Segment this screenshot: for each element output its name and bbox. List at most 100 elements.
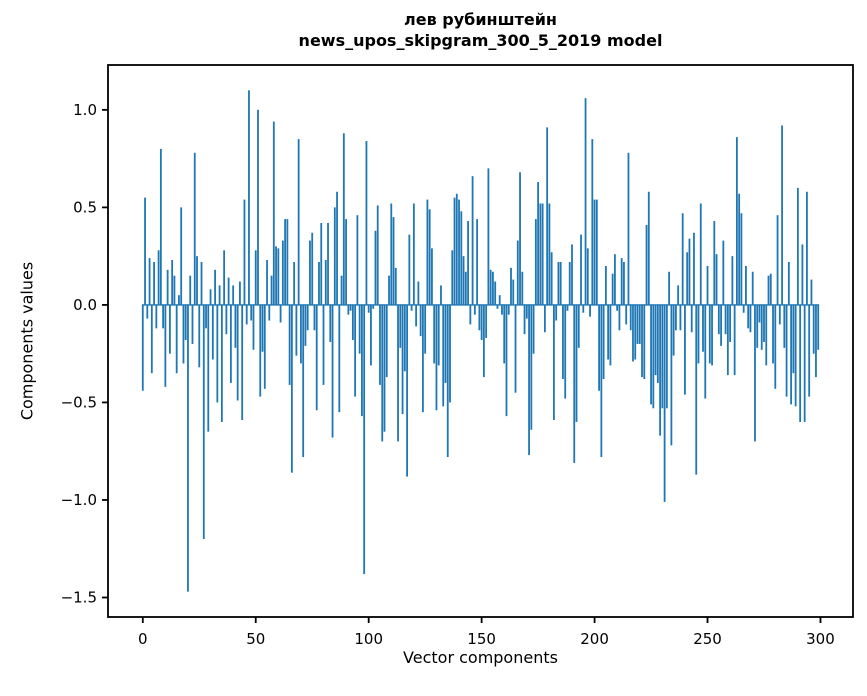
bar <box>787 262 790 305</box>
bar <box>187 304 189 592</box>
bar <box>372 304 375 309</box>
bar <box>555 304 558 321</box>
bar <box>394 267 397 305</box>
bar <box>557 262 560 305</box>
bar <box>410 304 413 311</box>
bar <box>546 127 549 305</box>
bar <box>415 304 418 327</box>
bar <box>726 304 729 376</box>
bar <box>191 304 194 344</box>
bar <box>774 304 777 389</box>
bar <box>315 304 318 411</box>
bar <box>275 246 277 305</box>
bar <box>270 275 273 305</box>
bar <box>652 304 655 409</box>
bar <box>489 269 492 305</box>
bar <box>591 139 594 305</box>
bar <box>785 304 788 397</box>
bar <box>629 304 632 331</box>
x-axis-label: Vector components <box>403 648 558 667</box>
bar <box>568 262 571 305</box>
bar <box>281 240 284 305</box>
bar <box>356 215 359 305</box>
y-tick-label: −1.0 <box>61 491 97 509</box>
bar <box>309 240 311 305</box>
bar <box>313 304 316 331</box>
bar <box>806 191 808 305</box>
bar <box>322 304 325 385</box>
bar <box>735 137 738 305</box>
bar <box>437 304 440 366</box>
bar <box>462 256 465 305</box>
bar <box>392 217 395 305</box>
bar <box>523 304 526 335</box>
bar <box>749 304 752 333</box>
bar <box>248 90 250 305</box>
bar <box>480 304 483 341</box>
bar <box>645 224 648 305</box>
bar <box>446 304 449 458</box>
bar <box>783 304 786 348</box>
bar <box>175 304 178 374</box>
bar <box>189 275 192 305</box>
bar <box>708 304 711 364</box>
bar <box>218 285 221 305</box>
bar <box>286 219 289 305</box>
bar <box>767 275 770 305</box>
bar <box>168 304 171 354</box>
bar <box>406 304 408 477</box>
bar <box>293 262 296 305</box>
bar <box>245 304 248 325</box>
bar <box>385 304 388 378</box>
bar <box>582 304 585 313</box>
bar <box>543 304 546 333</box>
bar <box>686 252 689 305</box>
bar <box>374 230 377 305</box>
bar <box>656 304 659 383</box>
bar <box>482 304 485 378</box>
plot-border <box>107 64 854 618</box>
bar <box>345 219 347 305</box>
bar <box>370 304 372 366</box>
bar <box>424 304 427 354</box>
bar <box>580 234 582 305</box>
bar <box>349 304 352 311</box>
bar <box>650 304 652 405</box>
bar <box>421 304 424 413</box>
bar <box>745 265 747 305</box>
bar <box>600 304 603 458</box>
x-tick-label: 300 <box>806 630 835 648</box>
bar <box>541 203 544 305</box>
bar <box>663 304 666 502</box>
bar <box>193 152 196 305</box>
bar <box>214 269 216 305</box>
bar <box>521 271 524 305</box>
bar <box>388 275 390 305</box>
bar <box>747 304 750 329</box>
bar <box>351 304 354 341</box>
x-tick-label: 100 <box>354 630 383 648</box>
bar <box>150 304 153 374</box>
bar <box>257 109 259 305</box>
bar <box>144 197 146 305</box>
bar <box>227 277 230 305</box>
bar <box>695 304 698 475</box>
bar <box>304 304 307 346</box>
bar <box>442 304 445 407</box>
bar <box>501 304 503 315</box>
bar <box>155 304 158 329</box>
bar <box>412 203 415 305</box>
bar <box>182 304 185 364</box>
bar <box>435 304 438 411</box>
bar <box>525 304 528 319</box>
bar <box>717 304 720 335</box>
bar <box>616 304 619 311</box>
bar <box>625 304 628 325</box>
bar <box>361 304 363 417</box>
bar <box>252 304 255 350</box>
bar <box>453 197 456 305</box>
bar <box>498 295 501 305</box>
bar <box>668 271 671 305</box>
bar <box>620 258 623 305</box>
bar <box>697 304 700 364</box>
